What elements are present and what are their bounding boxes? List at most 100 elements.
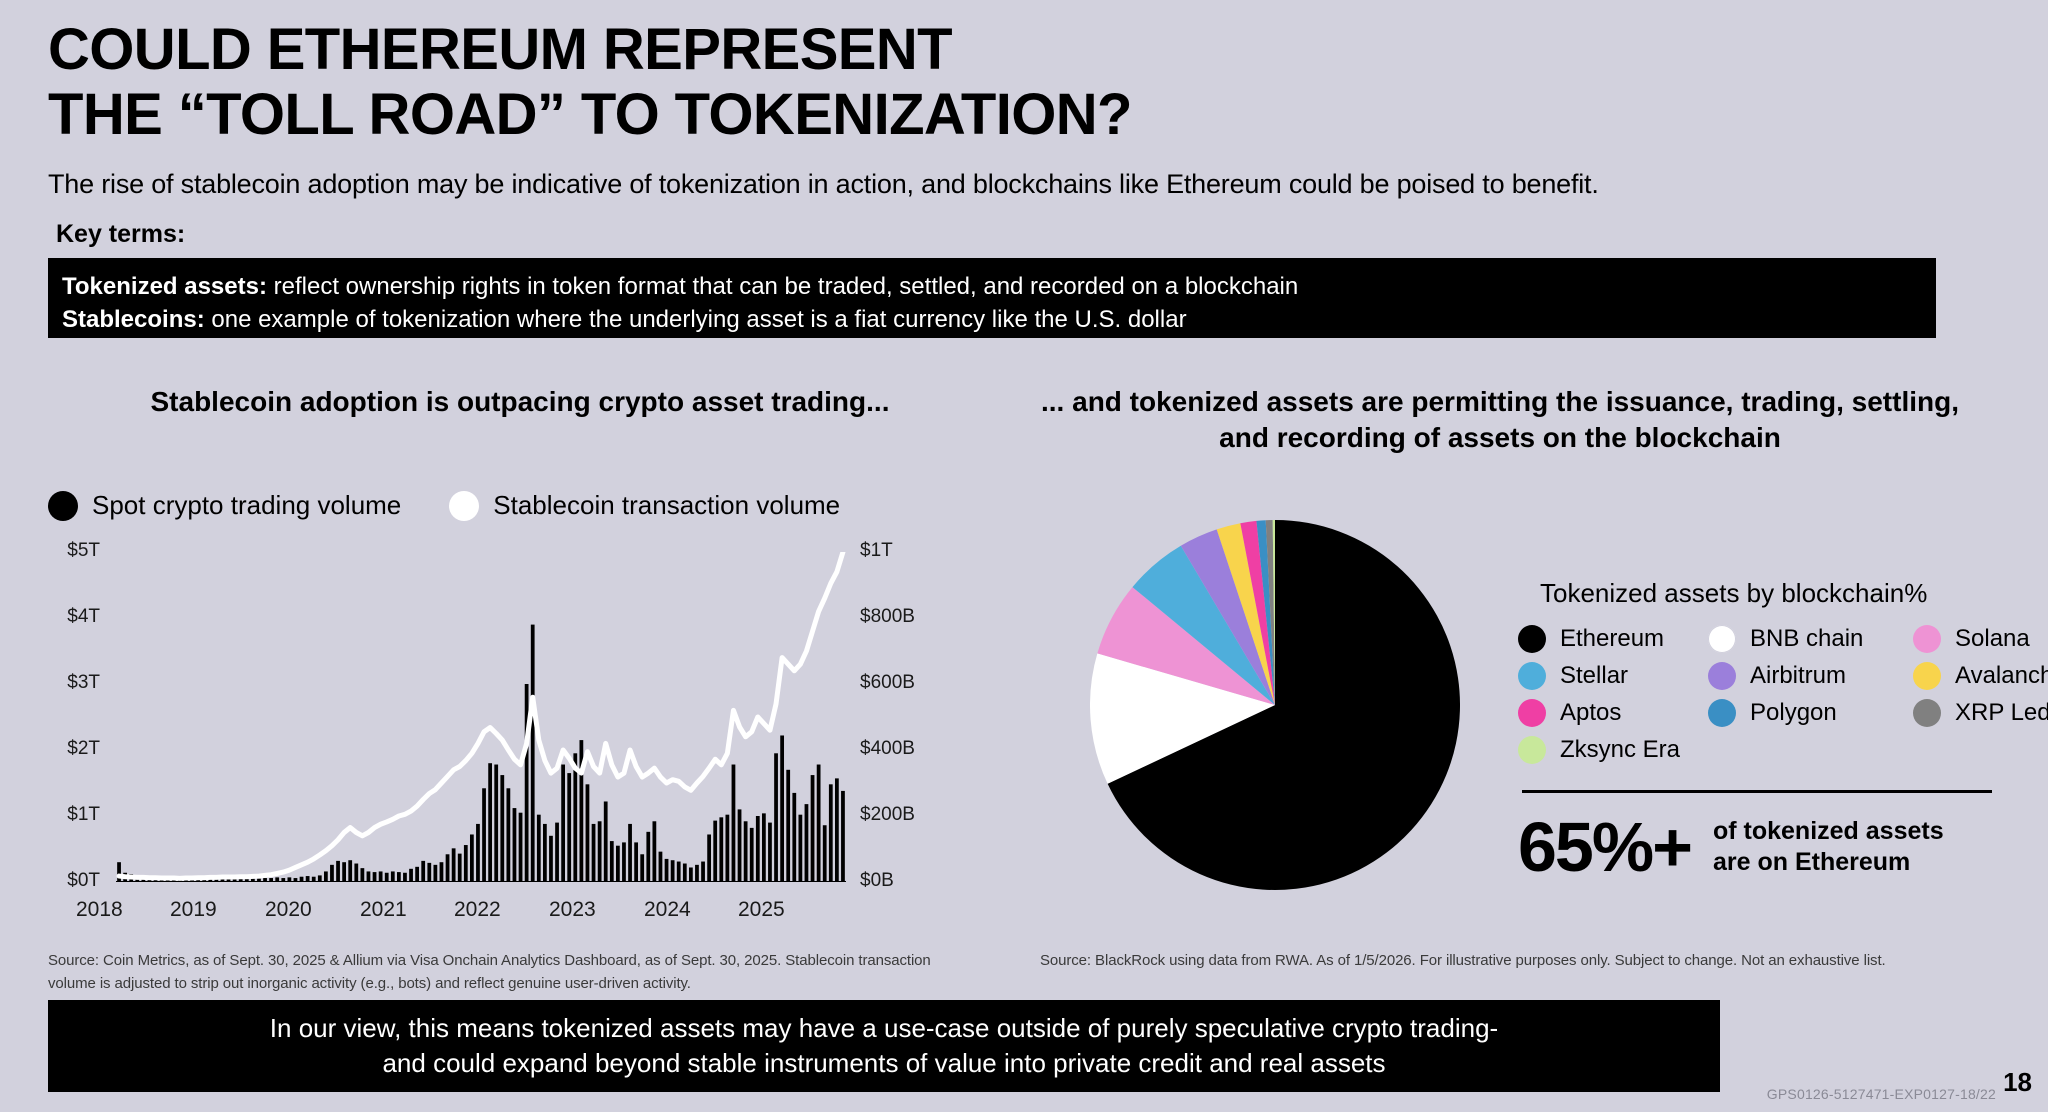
pie-legend-dot-icon [1913, 699, 1941, 727]
pie-legend-item: Solana [1913, 625, 2048, 653]
y2-axis-tick: $1T [860, 540, 893, 561]
left-chart-legend: Spot crypto trading volume Stablecoin tr… [48, 490, 840, 521]
key-term-row: Tokenized assets: reflect ownership righ… [62, 270, 1922, 303]
pie-legend-item: Polygon [1708, 699, 1913, 727]
page-number: 18 [2003, 1067, 2032, 1097]
x-axis-tick: 2021 [360, 898, 407, 921]
y-axis-tick: $4T [67, 606, 100, 627]
pie-slice [1097, 587, 1275, 705]
pie-slice [1180, 529, 1275, 705]
legend-item-stablecoin: Stablecoin transaction volume [449, 490, 840, 521]
y-axis-tick: $3T [67, 672, 100, 693]
pie-legend-dot-icon [1518, 662, 1546, 690]
legend-item-label: Stablecoin transaction volume [493, 490, 841, 520]
stat-number: 65%+ [1518, 808, 1693, 886]
pie-legend-dot-icon [1708, 625, 1736, 653]
pie-slice [1132, 545, 1275, 705]
x-axis-tick: 2018 [76, 898, 123, 921]
y-axis-tick: $2T [67, 738, 100, 759]
legend-item-spot-crypto: Spot crypto trading volume [48, 490, 401, 521]
pie-legend-dot-icon [1708, 699, 1736, 727]
key-term-name: Stablecoins: [62, 306, 205, 334]
y2-axis-tick: $0B [860, 870, 894, 891]
pie-legend-dot-icon [1913, 625, 1941, 653]
left-chart-plot-area: $5T $4T $3T $2T $1T $0T $1T $800B $600B … [40, 540, 960, 900]
x-axis-tick: 2023 [549, 898, 596, 921]
title-line-2: THE “TOLL ROAD” TO TOKENIZATION? [48, 81, 1132, 147]
pie-legend-dot-icon [1518, 699, 1546, 727]
banner-line-1: In our view, this means tokenized assets… [269, 1013, 1499, 1044]
pie-legend-item: Avalanche [1913, 662, 2048, 690]
y2-axis-tick: $800B [860, 606, 915, 627]
x-axis: 2018 2019 2020 2021 2022 2023 2024 2025 [40, 898, 940, 938]
pie-legend-title: Tokenized assets by blockchain% [1540, 578, 1928, 608]
key-terms-box: Tokenized assets: reflect ownership righ… [48, 258, 1936, 338]
banner-line-2: and could expand beyond stable instrumen… [382, 1048, 1386, 1078]
pie-legend-dot-icon [1913, 662, 1941, 690]
pie-legend-dot-icon [1708, 662, 1736, 690]
pie-slice [1240, 520, 1275, 705]
pie-legend-item: Stellar [1518, 662, 1708, 690]
pie-legend-label: XRP Ledger [1955, 699, 2048, 726]
stat-caption-line-1: of tokenized assets [1712, 816, 1944, 845]
pie-chart-svg [1090, 519, 1460, 890]
y2-axis-tick: $200B [860, 804, 915, 825]
x-axis-tick: 2024 [644, 898, 691, 921]
pie-slice [1265, 520, 1275, 705]
legend-dot-icon [48, 490, 78, 521]
pie-legend-label: BNB chain [1750, 625, 1864, 652]
pie-slice [1256, 520, 1275, 705]
pie-legend-label: Stellar [1560, 662, 1629, 689]
key-term-definition: one example of tokenization where the un… [204, 306, 1187, 334]
pie-legend-label: Zksync Era [1560, 736, 1681, 763]
pie-legend: Ethereum BNB chain Solana Stellar Airbitrum A… [1518, 625, 2048, 764]
page-title: COULD ETHEREUM REPRESENT THE “TOLL ROAD”… [48, 17, 2008, 148]
left-chart-source: Source: Coin Metrics, as of Sept. 30, 20… [48, 952, 931, 992]
pie-legend-dot-icon [1518, 736, 1546, 764]
legend-item-label: Spot crypto trading volume [92, 490, 402, 520]
pie-legend-label: Avalanche [1955, 662, 2048, 689]
pie-slice [1107, 520, 1460, 890]
stat-callout: 65%+ of tokenized assets are on Ethereum [1518, 812, 1944, 882]
key-term-definition: reflect ownership rights in token format… [266, 273, 1299, 300]
pie-legend-spacer [1913, 736, 2048, 764]
y-axis-tick: $0T [67, 870, 100, 891]
stat-caption: of tokenized assets are on Ethereum [1713, 816, 1944, 879]
title-line-1: COULD ETHEREUM REPRESENT [48, 17, 953, 82]
key-term-row: Stablecoins: one example of tokenization… [62, 303, 1922, 336]
pie-legend-label: Aptos [1560, 699, 1622, 726]
left-chart-title: Stablecoin adoption is outpacing crypto … [150, 386, 890, 417]
pie-chart [1090, 505, 1460, 905]
left-chart-canvas [116, 552, 846, 882]
footer-compliance-code: GPS0126-5127471-EXP0127-18/22 [1766, 1086, 1996, 1102]
x-axis-tick: 2022 [454, 898, 501, 921]
key-term-name: Tokenized assets: [62, 273, 267, 300]
pie-legend-item: Airbitrum [1708, 662, 1913, 690]
pie-legend-item: Zksync Era [1518, 736, 1708, 764]
divider [1522, 790, 1992, 793]
pie-legend-label: Airbitrum [1750, 662, 1847, 689]
x-axis-tick: 2019 [170, 898, 217, 921]
x-axis-tick: 2020 [265, 898, 312, 921]
pie-legend-item: XRP Ledger [1913, 699, 2048, 727]
pie-legend-label: Polygon [1750, 699, 1837, 726]
pie-legend-spacer [1708, 736, 1913, 764]
pie-legend-label: Solana [1955, 625, 2030, 652]
pie-legend-label: Ethereum [1560, 625, 1665, 652]
key-terms-label: Key terms: [56, 220, 186, 248]
stat-caption-line-2: are on Ethereum [1712, 848, 1911, 876]
right-chart-title: ... and tokenized assets are permitting … [1041, 386, 1959, 453]
subtitle: The rise of stablecoin adoption may be i… [48, 169, 1599, 199]
y-axis-tick: $1T [67, 804, 100, 825]
bar-line-chart-svg [116, 552, 846, 882]
pie-legend-item: Aptos [1518, 699, 1708, 727]
pie-legend-item: BNB chain [1708, 625, 1913, 653]
legend-dot-icon [449, 490, 480, 521]
y2-axis-tick: $600B [860, 672, 915, 693]
pie-slice [1090, 653, 1275, 784]
bottom-banner: In our view, this means tokenized assets… [48, 1000, 1720, 1092]
right-chart-source: Source: BlackRock using data from RWA. A… [1040, 952, 1886, 969]
y-axis-tick: $5T [67, 540, 100, 561]
pie-legend-dot-icon [1518, 625, 1546, 653]
